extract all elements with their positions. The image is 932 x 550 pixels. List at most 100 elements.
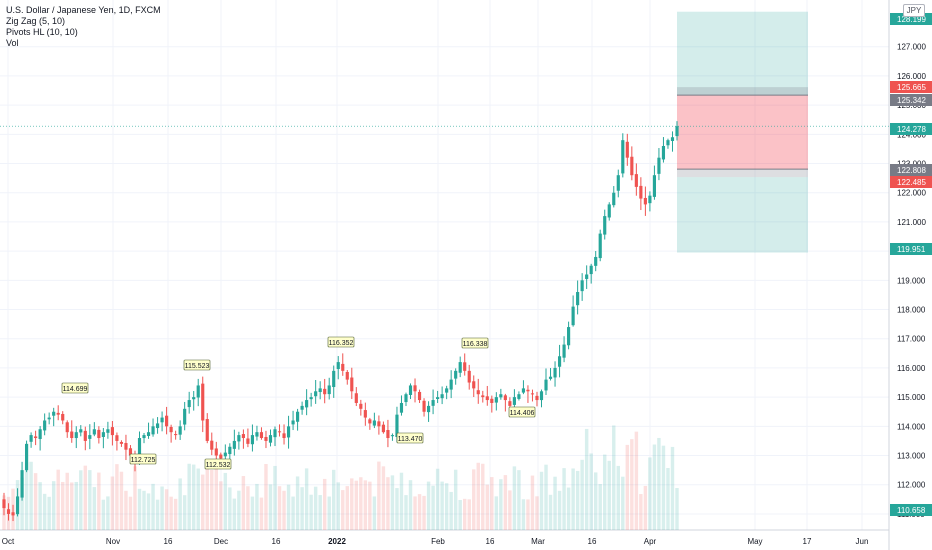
candle-body <box>417 391 422 401</box>
candle-body <box>219 454 223 459</box>
volume-bar <box>232 498 237 530</box>
candle-body <box>228 446 232 455</box>
candle-body <box>499 394 503 398</box>
volume-bar <box>472 469 476 530</box>
candle-body <box>223 452 227 457</box>
volume-bar <box>675 487 679 530</box>
volume-bar <box>580 459 584 530</box>
volume-bar <box>363 480 368 530</box>
volume-bar <box>83 465 88 530</box>
x-tick-label: 17 <box>803 537 812 546</box>
y-tick-label: 119.000 <box>897 276 926 285</box>
volume-bar <box>97 472 101 530</box>
volume-bar <box>350 478 354 530</box>
candle-body <box>246 438 250 444</box>
volume-bar <box>345 486 349 530</box>
x-tick-label: Oct <box>2 537 15 546</box>
candle-body <box>119 441 124 444</box>
target-zone-upper <box>677 11 808 96</box>
volume-bar <box>191 464 196 530</box>
axis-price-text: 125.342 <box>897 96 926 105</box>
candle-body <box>128 448 133 456</box>
volume-bar <box>196 468 200 530</box>
x-tick-label: 2022 <box>328 537 346 546</box>
volume-bar <box>575 470 580 530</box>
candle-body <box>137 438 142 463</box>
candle-body <box>553 367 557 378</box>
volume-bar <box>404 495 408 530</box>
volume-bar <box>160 486 164 530</box>
candle-body <box>458 362 462 373</box>
y-tick-label: 114.000 <box>897 422 926 431</box>
candle-body <box>70 431 74 439</box>
volume-bar <box>259 497 264 530</box>
axis-price-tag <box>890 94 932 106</box>
candle-body <box>101 432 105 437</box>
candle-body <box>314 391 318 397</box>
volume-bar <box>548 494 553 530</box>
candle-body <box>372 420 376 426</box>
volume-bar <box>327 496 331 530</box>
volume-bar <box>494 496 499 530</box>
candle-body <box>205 419 209 441</box>
pivot-label-box <box>396 432 424 444</box>
candle-body <box>97 429 101 439</box>
volume-bar <box>309 494 313 530</box>
candle-body <box>675 126 679 137</box>
x-tick-label: Dec <box>214 537 228 546</box>
volume-bar <box>458 499 462 530</box>
y-tick-label: 113.000 <box>897 452 926 461</box>
candle-body <box>300 405 304 410</box>
volume-bar <box>526 499 530 530</box>
pivot-label-text: 112.725 <box>131 457 156 464</box>
volume-bar <box>584 428 589 530</box>
candle-body <box>503 395 507 401</box>
candle-body <box>29 435 33 442</box>
volume-bar <box>390 475 395 530</box>
volume-bar <box>530 475 535 530</box>
candle-body <box>2 499 6 509</box>
volume-bar <box>562 468 566 530</box>
volume-bar <box>499 479 503 530</box>
legend-volume: Vol <box>6 38 19 48</box>
x-tick-label: Nov <box>106 537 120 546</box>
volume-bar <box>521 499 526 530</box>
volume-bar <box>535 496 539 530</box>
candle-body <box>598 233 602 259</box>
volume-bar <box>603 454 607 530</box>
volume-bar <box>625 444 630 530</box>
volume-bar <box>20 477 24 530</box>
volume-bar <box>29 461 33 530</box>
volume-bar <box>368 481 372 530</box>
volume-bar <box>661 445 666 530</box>
candle-body <box>639 185 643 199</box>
volume-bar <box>92 487 97 530</box>
axis-price-tag <box>890 81 932 93</box>
pivot-label-box <box>61 382 89 394</box>
volume-bar <box>612 425 616 530</box>
axis-price-text: 125.665 <box>897 83 926 92</box>
legend-zigzag: Zig Zag (5, 10) <box>6 16 66 26</box>
volume-bar <box>544 464 548 530</box>
candle-body <box>56 412 60 415</box>
axis-price-text: 110.658 <box>897 506 926 515</box>
candle-body <box>576 292 580 306</box>
candle-body <box>237 435 241 442</box>
candle-body <box>630 156 634 176</box>
volume-bar <box>151 483 155 530</box>
volume-bar <box>182 495 187 530</box>
volume-bar <box>201 474 205 530</box>
x-tick-label: Mar <box>531 537 545 546</box>
volume-bar <box>47 496 51 530</box>
candle-body <box>634 174 638 187</box>
candle-body <box>535 395 539 401</box>
pivot-label-text: 116.338 <box>463 341 488 348</box>
volume-bar <box>61 481 65 530</box>
candle-body <box>124 442 128 450</box>
candle-body <box>20 470 24 498</box>
currency-badge[interactable]: JPY <box>903 4 925 17</box>
candle-body <box>657 157 661 174</box>
pivot-label-text: 116.352 <box>329 340 354 347</box>
candle-body <box>603 216 607 235</box>
